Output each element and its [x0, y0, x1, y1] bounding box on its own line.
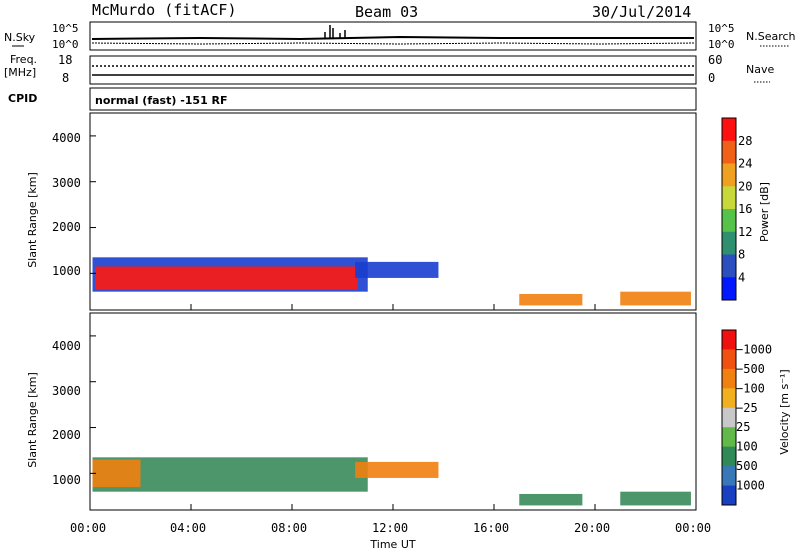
power-cbar-swatch-6 — [722, 254, 736, 278]
beam-title: Beam 03 — [355, 3, 418, 21]
velocity-cbar-swatch-1 — [722, 349, 736, 370]
power-cbar-swatch-7 — [722, 277, 736, 301]
velocity-cbar-frame — [721, 329, 737, 506]
velocity-cbar-swatch-3 — [722, 388, 736, 409]
freq-panel-frame — [89, 55, 697, 85]
power-cbar-tick-0: 28 — [738, 134, 752, 148]
noise-left-tick-bottom: 10^0 — [52, 38, 79, 51]
noise-right-tick-top: 10^5 — [708, 22, 735, 35]
xtick-0800: 08:00 — [271, 521, 307, 535]
power-cbar-swatch-1 — [722, 140, 736, 164]
velocity-ytick-1000: 1000 — [52, 473, 81, 487]
freq-label-2: [MHz] — [4, 66, 36, 79]
velocity-region-3 — [519, 493, 583, 506]
power-cbar-label: Power [dB] — [758, 182, 771, 242]
noise-right-label: N.Search — [746, 30, 796, 43]
velocity-cbar-tick-6: 500 — [736, 459, 758, 473]
velocity-cbar-tick-5: 100 — [736, 440, 758, 454]
power-region-1 — [95, 266, 358, 290]
velocity-cbar-tick-7: 1000 — [736, 479, 765, 493]
power-cbar-tick-2: 20 — [738, 179, 752, 193]
velocity-cbar-tick-4: 25 — [736, 420, 750, 434]
freq-left-tick-bottom: 8 — [62, 71, 69, 85]
velocity-ytick-3000: 3000 — [52, 384, 81, 398]
noise-spikes — [324, 25, 346, 38]
nave-label: Nave — [746, 63, 774, 76]
velocity-cbar-swatch-2 — [722, 368, 736, 389]
velocity-cbar-tick-1: −500 — [736, 362, 765, 376]
power-cbar-swatch-0 — [722, 118, 736, 142]
xtick-1200: 12:00 — [372, 521, 408, 535]
cpid-mode-text: normal (fast) -151 RF — [95, 94, 228, 107]
xtick-0000: 00:00 — [70, 521, 106, 535]
power-cbar-tick-4: 12 — [738, 225, 752, 239]
velocity-cbar-swatch-7 — [722, 466, 736, 487]
noise-sky-line — [91, 35, 694, 41]
velocity-region-4 — [620, 491, 691, 506]
power-cbar-tick-1: 24 — [738, 157, 752, 171]
power-cbar-swatch-4 — [722, 209, 736, 233]
velocity-cbar-swatch-4 — [722, 407, 736, 428]
power-ytick-4000: 4000 — [52, 131, 81, 145]
power-data-layer — [89, 135, 697, 310]
power-colorbar: 28 24 20 16 12 8 4 — [721, 117, 752, 301]
power-cbar-swatch-2 — [722, 163, 736, 187]
power-ytick-1000: 1000 — [52, 264, 81, 278]
noise-search-line — [91, 42, 695, 45]
power-cbar-tick-3: 16 — [738, 202, 752, 216]
freq-label-1: Freq. — [10, 53, 37, 66]
velocity-data-layer — [89, 335, 697, 510]
velocity-cbar-swatch-6 — [722, 446, 736, 467]
velocity-ylabel: Slant Range [km] — [26, 372, 39, 468]
noise-right-tick-bottom: 10^0 — [708, 38, 735, 51]
xtick-0400: 04:00 — [170, 521, 206, 535]
power-cbar-swatch-5 — [722, 231, 736, 255]
xlabel: Time UT — [369, 538, 415, 551]
velocity-cbar-tick-0: −1000 — [736, 342, 772, 356]
power-ytick-3000: 3000 — [52, 176, 81, 190]
velocity-cbar-swatch-8 — [722, 485, 736, 506]
xtick-2000: 20:00 — [574, 521, 610, 535]
xtick-1600: 16:00 — [473, 521, 509, 535]
power-cbar-swatch-3 — [722, 186, 736, 210]
freq-right-tick-bottom: 0 — [708, 71, 715, 85]
power-ytick-2000: 2000 — [52, 220, 81, 234]
velocity-colorbar: −1000 −500 −100 −25 25 100 500 1000 — [721, 329, 772, 506]
velocity-panel-frame — [89, 312, 697, 511]
velocity-cbar-swatch-0 — [722, 330, 736, 350]
freq-right-tick-top: 60 — [708, 53, 722, 67]
noise-panel-frame — [89, 21, 697, 51]
noise-left-tick-top: 10^5 — [52, 22, 79, 35]
velocity-region-1 — [92, 459, 141, 488]
power-cbar-tick-6: 4 — [738, 270, 745, 284]
xtick-2400: 00:00 — [675, 521, 711, 535]
power-cbar-frame — [721, 117, 737, 301]
power-region-2 — [355, 261, 439, 278]
power-ylabel: Slant Range [km] — [26, 172, 39, 268]
station-title: McMurdo (fitACF) — [92, 1, 237, 19]
cpid-panel-frame — [89, 87, 697, 111]
velocity-ytick-2000: 2000 — [52, 428, 81, 442]
velocity-cbar-label: Velocity [m s⁻¹] — [778, 369, 791, 454]
power-region-3 — [519, 293, 583, 306]
date-title: 30/Jul/2014 — [592, 3, 691, 21]
noise-left-label: N.Sky — [4, 31, 36, 44]
freq-left-tick-top: 18 — [58, 53, 72, 67]
power-panel-frame — [89, 112, 697, 311]
velocity-cbar-tick-2: −100 — [736, 381, 765, 395]
velocity-region-2 — [355, 461, 439, 478]
power-region-4 — [620, 291, 691, 306]
velocity-cbar-tick-3: −25 — [736, 401, 758, 415]
cpid-label: CPID — [8, 92, 37, 105]
velocity-cbar-swatch-5 — [722, 427, 736, 448]
velocity-ytick-4000: 4000 — [52, 339, 81, 353]
power-cbar-tick-5: 8 — [738, 248, 745, 262]
